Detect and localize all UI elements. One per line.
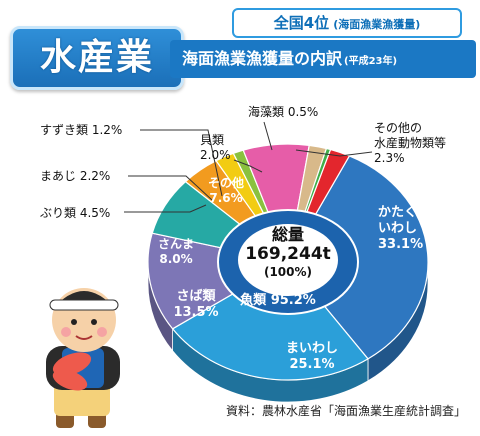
slice-label-5-0: まあじ 2.2% xyxy=(40,169,110,183)
leader-line-10 xyxy=(295,149,373,157)
pie-slice-1 xyxy=(171,261,369,381)
center-label-1: 169,244t xyxy=(245,244,331,264)
leader-line-4 xyxy=(124,204,207,213)
chart-title-bar: 海面漁業漁獲量の内訳 (平成23年) xyxy=(170,40,476,78)
slice-label-0-1: いわし xyxy=(378,221,417,236)
slice-label-0-2: 33.1% xyxy=(378,237,423,252)
rank-subtext: (海面漁業漁獲量) xyxy=(333,18,421,31)
slice-label-8-1: 2.0% xyxy=(200,148,231,162)
slice-label-1-1: 25.1% xyxy=(289,357,334,372)
slice-label-3-0: さんま xyxy=(158,237,194,251)
rank-text: 全国4位 xyxy=(273,14,330,32)
slice-label-10-2: 2.3% xyxy=(374,151,405,165)
slice-label-2-1: 13.5% xyxy=(173,305,218,320)
slice-label-0-0: かたくち xyxy=(378,205,430,220)
slice-label-10-1: 水産動物類等 xyxy=(374,135,446,150)
fisherman-mascot-icon xyxy=(46,288,120,428)
center-label-0: 総量 xyxy=(272,225,304,244)
slice-label-8-0: 貝類 xyxy=(200,133,224,147)
rank-badge: 全国4位 (海面漁業漁獲量) xyxy=(232,8,462,38)
slice-label-6-0: すずき類 1.2% xyxy=(40,123,122,137)
slice-label-3-1: 8.0% xyxy=(159,252,192,266)
slice-label-10-0: その他の xyxy=(374,121,422,135)
chart-title: 海面漁業漁獲量の内訳 xyxy=(182,49,343,68)
inner-ring-label: 魚類 95.2% xyxy=(240,292,316,308)
slice-label-2-0: さば類 xyxy=(176,289,216,304)
data-source-note: 資料：農林水産省「海面漁業生産統計調査」 xyxy=(226,404,467,418)
slice-label-4-0: ぶり類 4.5% xyxy=(40,206,110,220)
slice-label-7-0: その他 xyxy=(208,175,244,190)
chart-year: (平成23年) xyxy=(344,56,398,67)
leader-line-9 xyxy=(263,121,273,151)
center-label-2: (100%) xyxy=(264,265,312,279)
leader-line-5 xyxy=(128,175,213,201)
industry-badge: 水産業 xyxy=(10,26,184,90)
slice-label-9-0: 海藻類 0.5% xyxy=(248,104,318,119)
leader-line-6 xyxy=(140,129,223,197)
slice-label-1-0: まいわし xyxy=(286,341,338,356)
leader-line-8 xyxy=(233,159,263,173)
center-hole xyxy=(238,224,338,296)
slice-label-7-1: 7.6% xyxy=(209,191,242,205)
